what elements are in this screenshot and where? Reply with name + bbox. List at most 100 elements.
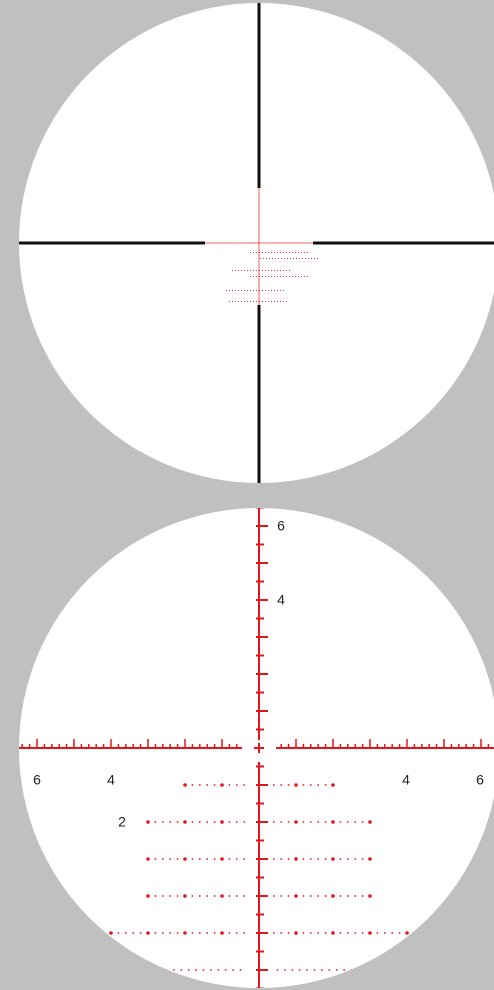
center-dot bbox=[286, 301, 287, 302]
center-dot bbox=[286, 276, 287, 277]
holdover-dot bbox=[361, 821, 364, 823]
center-dot bbox=[295, 276, 296, 277]
holdover-dot bbox=[346, 858, 349, 860]
holdover-dot bbox=[361, 858, 364, 860]
holdover-dot bbox=[220, 894, 224, 898]
holdover-dot bbox=[206, 821, 209, 823]
holdover-dot bbox=[317, 821, 320, 823]
holdover-dot bbox=[339, 895, 342, 897]
holdover-dot bbox=[191, 858, 194, 860]
holdover-dot bbox=[213, 821, 216, 823]
holdover-dot bbox=[376, 932, 379, 934]
holdover-dot bbox=[287, 784, 290, 786]
holdover-dot bbox=[309, 895, 312, 897]
center-dot bbox=[271, 301, 272, 302]
holdover-dot bbox=[146, 857, 150, 861]
center-dot bbox=[256, 276, 257, 277]
left-label: 6 bbox=[33, 772, 41, 788]
center-dot bbox=[256, 301, 257, 302]
holdover-dot bbox=[284, 969, 286, 971]
holdover-dot bbox=[228, 895, 231, 897]
holdover-dot bbox=[331, 820, 335, 824]
center-dot bbox=[283, 270, 284, 271]
center-dot bbox=[277, 290, 278, 291]
center-dot bbox=[268, 270, 269, 271]
center-dot bbox=[235, 290, 236, 291]
center-dot bbox=[269, 258, 270, 259]
center-dot bbox=[250, 252, 251, 253]
center-dot bbox=[271, 290, 272, 291]
holdover-dot bbox=[243, 932, 246, 934]
center-dot bbox=[283, 252, 284, 253]
holdover-dot bbox=[354, 895, 357, 897]
holdover-dot bbox=[276, 969, 279, 971]
holdover-dot bbox=[280, 895, 283, 897]
center-dot bbox=[286, 270, 287, 271]
center-dot bbox=[268, 276, 269, 277]
center-dot bbox=[235, 270, 236, 271]
holdover-dot bbox=[280, 858, 283, 860]
holdover-dot bbox=[124, 932, 127, 934]
center-dot bbox=[256, 290, 257, 291]
bottom-reticle: 6 4 6 4 4 6 2 bbox=[19, 508, 494, 988]
center-dot bbox=[305, 258, 306, 259]
center-dot bbox=[280, 276, 281, 277]
holdover-dot bbox=[321, 969, 323, 971]
holdover-dot bbox=[146, 931, 150, 935]
center-dot bbox=[259, 270, 260, 271]
center-dot bbox=[280, 301, 281, 302]
holdover-dot bbox=[198, 895, 201, 897]
holdover-dot bbox=[217, 969, 220, 971]
center-dot bbox=[259, 301, 260, 302]
center-dot bbox=[244, 290, 245, 291]
center-dot bbox=[244, 301, 245, 302]
holdover-dot bbox=[328, 969, 331, 971]
center-dot bbox=[274, 252, 275, 253]
holdover-dot bbox=[398, 932, 401, 934]
center-dot bbox=[280, 290, 281, 291]
center-dot bbox=[229, 290, 230, 291]
vertical-label: 6 bbox=[277, 518, 285, 534]
center-dot bbox=[280, 252, 281, 253]
holdover-dot bbox=[213, 858, 216, 860]
holdover-dot bbox=[368, 820, 372, 824]
center-dot bbox=[262, 290, 263, 291]
holdover-dot bbox=[213, 895, 216, 897]
holdover-dot bbox=[206, 932, 209, 934]
holdover-dot bbox=[280, 932, 283, 934]
center-dot bbox=[277, 252, 278, 253]
center-dot bbox=[247, 270, 248, 271]
vertical-label: 4 bbox=[277, 592, 285, 608]
holdover-dot bbox=[272, 895, 275, 897]
center-dot bbox=[271, 276, 272, 277]
holdover-dot bbox=[317, 858, 320, 860]
post-bottom bbox=[257, 305, 261, 483]
holdover-dot bbox=[243, 821, 246, 823]
holdover-dot bbox=[368, 931, 372, 935]
holdover-dot bbox=[235, 784, 238, 786]
holdover-dot bbox=[220, 931, 224, 935]
holdover-dot bbox=[294, 783, 298, 787]
center-dot bbox=[271, 252, 272, 253]
center-dot bbox=[253, 270, 254, 271]
center-dot bbox=[238, 290, 239, 291]
center-dot bbox=[292, 276, 293, 277]
holdover-dot bbox=[161, 858, 164, 860]
holdover-dot bbox=[183, 931, 187, 935]
holdover-dot bbox=[280, 821, 283, 823]
holdover-dot bbox=[202, 969, 205, 971]
holdover-dot bbox=[235, 821, 238, 823]
center-dot bbox=[298, 252, 299, 253]
holdover-dot bbox=[161, 821, 164, 823]
center-dot bbox=[304, 252, 305, 253]
holdover-dot bbox=[176, 895, 179, 897]
holdover-dot bbox=[317, 784, 320, 786]
holdover-dot bbox=[343, 969, 345, 971]
holdover-dot bbox=[198, 932, 201, 934]
center-dot bbox=[290, 258, 291, 259]
center-dot bbox=[244, 270, 245, 271]
center-dot bbox=[241, 301, 242, 302]
center-dot bbox=[268, 252, 269, 253]
holdover-dot bbox=[331, 857, 335, 861]
